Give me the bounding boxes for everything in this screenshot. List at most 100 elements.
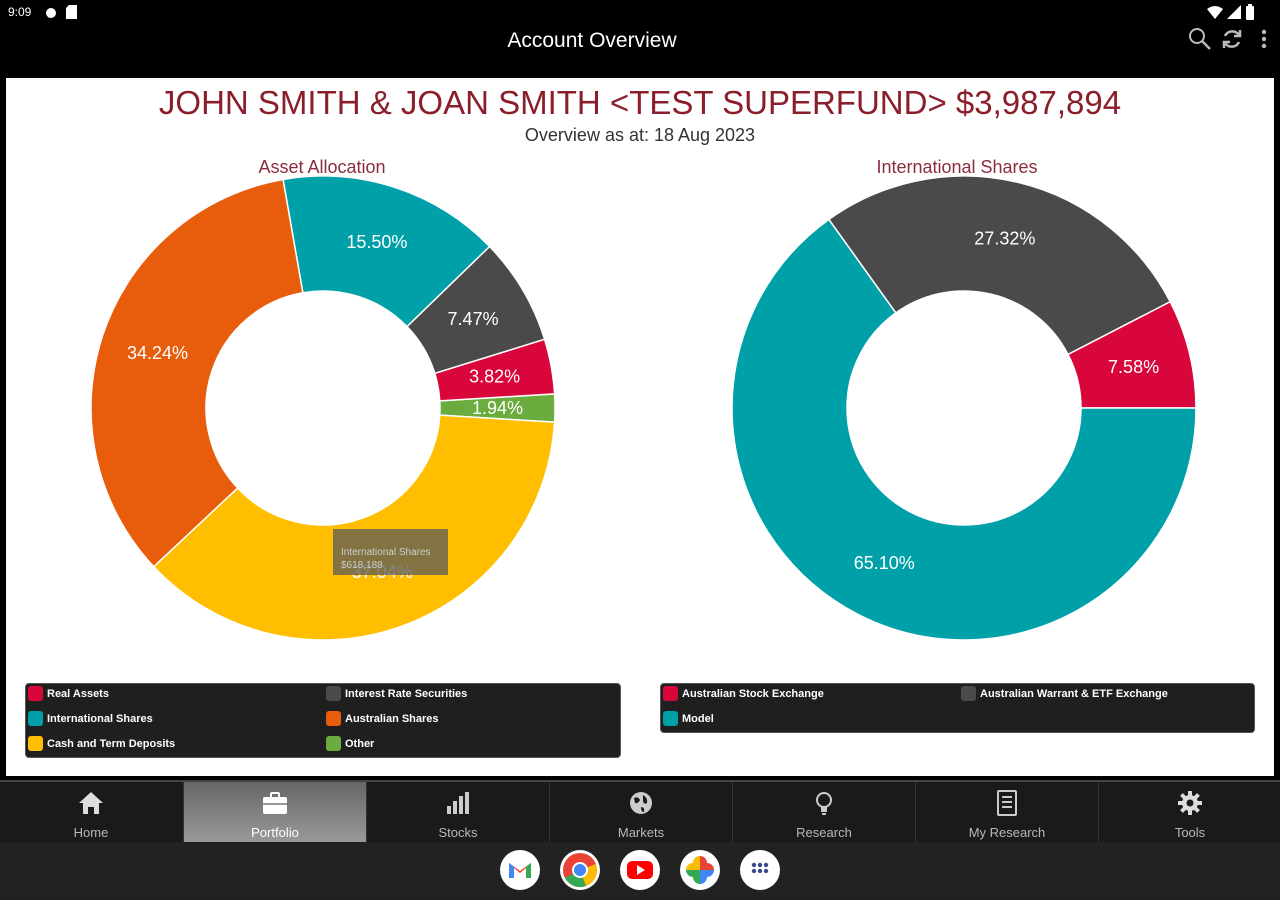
chart-tooltip: International Shares $618,188: [333, 529, 448, 575]
refresh-icon: [1220, 27, 1244, 56]
donut-slice-australian-warrant-etf-exchange[interactable]: [827, 176, 1172, 356]
tab-label: Portfolio: [251, 825, 299, 840]
account-title: JOHN SMITH & JOAN SMITH <TEST SUPERFUND>…: [158, 84, 1122, 121]
legend-item-cash-term-deposits[interactable]: Cash and Term Deposits: [28, 736, 175, 751]
legend-swatch: [961, 686, 976, 701]
gear-icon: [1099, 790, 1280, 821]
search-icon: [1188, 27, 1212, 56]
overview-date: Overview as at: 18 Aug 2023: [524, 125, 756, 145]
tab-label: My Research: [968, 825, 1046, 840]
gmail-icon: [509, 863, 531, 878]
legend-label: Other: [345, 737, 375, 750]
legend-swatch: [28, 686, 43, 701]
legend-swatch: [326, 736, 341, 751]
tab-label: Home: [73, 825, 109, 840]
bar-chart-icon: [367, 790, 549, 821]
legend-label: Real Assets: [47, 687, 109, 700]
legend-label: Australian Stock Exchange: [682, 687, 824, 700]
legend-label: Model: [682, 712, 714, 725]
tab-stocks[interactable]: Stocks: [366, 782, 549, 842]
cell-signal-icon: [1227, 5, 1241, 24]
legend-item-real-assets[interactable]: Real Assets: [28, 686, 109, 701]
gmail-app[interactable]: [500, 850, 540, 890]
slice-value-label: 7.58%: [1108, 357, 1159, 377]
legend-item-australian-shares[interactable]: Australian Shares: [326, 711, 439, 726]
home-icon: [0, 790, 182, 821]
youtube-app[interactable]: [620, 850, 660, 890]
tab-label: Markets: [617, 825, 665, 840]
tab-label: Research: [796, 825, 852, 840]
youtube-icon: [627, 861, 653, 879]
donut-slice-cash-and-term-deposits[interactable]: [152, 414, 556, 641]
legend-item-australian-stock-exchange[interactable]: Australian Stock Exchange: [663, 686, 824, 701]
asset-allocation-title: Asset Allocation: [258, 157, 386, 177]
lightbulb-icon: [733, 790, 915, 821]
tab-portfolio[interactable]: Portfolio: [183, 782, 366, 842]
refresh-button[interactable]: [1218, 26, 1246, 56]
account-overview-panel: JOHN SMITH & JOAN SMITH <TEST SUPERFUND>…: [6, 78, 1274, 776]
tooltip-category: International Shares: [341, 547, 431, 558]
photos-icon: [686, 856, 714, 884]
legend-swatch: [28, 736, 43, 751]
tab-markets[interactable]: Markets: [549, 782, 732, 842]
battery-icon: [1246, 4, 1254, 25]
globe-icon: [550, 790, 732, 821]
message-notification-icon: [45, 6, 57, 24]
international-shares-title: International Shares: [876, 157, 1038, 177]
app-bar: Account Overview: [0, 26, 1280, 72]
app-drawer-icon: [751, 862, 769, 874]
asset-allocation-legend: Real Assets Interest Rate Securities Int…: [25, 683, 621, 758]
legend-label: Australian Warrant & ETF Exchange: [980, 687, 1168, 700]
legend-label: Australian Shares: [345, 712, 439, 725]
donut-slice-australian-shares[interactable]: [90, 178, 304, 568]
slice-value-label: 1.94%: [472, 398, 523, 418]
legend-swatch: [663, 711, 678, 726]
chrome-icon: [563, 853, 598, 888]
donut-slice-model[interactable]: [731, 218, 1197, 641]
tab-research[interactable]: Research: [732, 782, 915, 842]
legend-item-australian-warrant-etf-exchange[interactable]: Australian Warrant & ETF Exchange: [961, 686, 1168, 701]
asset-allocation-donut-chart[interactable]: 1.94%3.82%7.47%15.50%34.24%37.04%: [6, 176, 640, 776]
status-time: 9:09: [8, 5, 32, 19]
legend-swatch: [28, 711, 43, 726]
donut-slice-international-shares[interactable]: [282, 176, 491, 328]
overflow-menu-button[interactable]: [1250, 26, 1278, 56]
chrome-app[interactable]: [560, 850, 600, 890]
more-vert-icon: [1261, 28, 1267, 55]
legend-item-model[interactable]: Model: [663, 711, 714, 726]
legend-item-international-shares[interactable]: International Shares: [28, 711, 153, 726]
tooltip-value: $618,188: [341, 560, 383, 571]
international-shares-legend: Australian Stock Exchange Australian War…: [660, 683, 1255, 733]
slice-value-label: 15.50%: [346, 232, 407, 252]
photos-app[interactable]: [680, 850, 720, 890]
sd-card-icon: [66, 5, 77, 24]
legend-item-other[interactable]: Other: [326, 736, 374, 751]
slice-value-label: 27.32%: [974, 228, 1035, 248]
wifi-icon: [1207, 6, 1223, 24]
international-shares-donut-chart[interactable]: 7.58% 27.32% 65.10%: [640, 176, 1274, 776]
legend-label: Cash and Term Deposits: [47, 737, 176, 750]
legend-item-interest-rate-securities[interactable]: Interest Rate Securities: [326, 686, 467, 701]
legend-swatch: [326, 686, 341, 701]
slice-value-label: 65.10%: [854, 553, 915, 573]
slice-value-label: 34.24%: [127, 343, 188, 363]
slice-value-label: 7.47%: [448, 309, 499, 329]
tab-label: Tools: [1174, 825, 1206, 840]
tab-my-research[interactable]: My Research: [915, 782, 1098, 842]
tab-home[interactable]: Home: [0, 782, 182, 842]
tab-tools[interactable]: Tools: [1098, 782, 1280, 842]
legend-swatch: [326, 711, 341, 726]
app-drawer[interactable]: [740, 850, 780, 890]
bottom-navigation: Home Portfolio Stocks Markets Research M…: [0, 780, 1280, 842]
app-title: Account Overview: [507, 29, 677, 52]
briefcase-icon: [184, 790, 366, 821]
slice-value-label: 3.82%: [469, 367, 520, 387]
search-button[interactable]: [1186, 26, 1214, 56]
legend-label: International Shares: [47, 712, 153, 725]
app-dock: [0, 842, 1280, 900]
legend-label: Interest Rate Securities: [345, 687, 468, 700]
legend-swatch: [663, 686, 678, 701]
document-icon: [916, 790, 1098, 821]
tab-label: Stocks: [438, 825, 478, 840]
status-bar: 9:09: [0, 0, 1280, 26]
